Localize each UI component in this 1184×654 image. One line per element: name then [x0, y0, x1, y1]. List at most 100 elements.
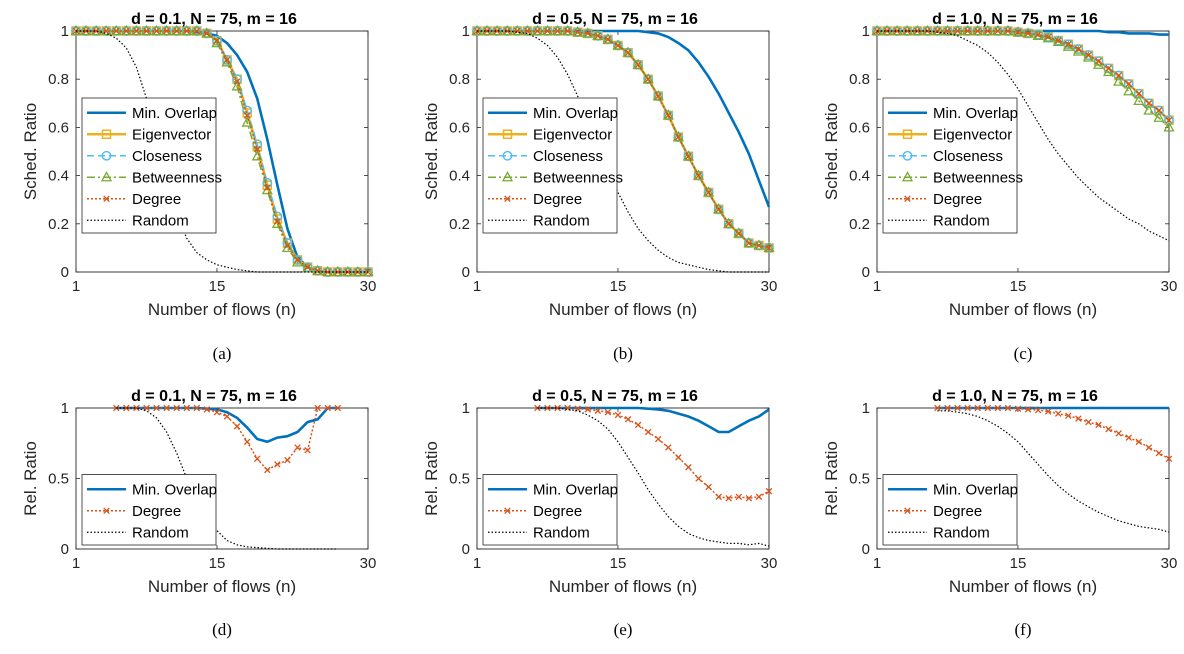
series-line — [877, 30, 1170, 121]
legend-box — [882, 97, 1018, 234]
y-tick-label: 0 — [862, 264, 870, 281]
data-point — [304, 447, 311, 454]
data-point — [1115, 72, 1122, 79]
legend: Min. Overlap Eigenvector Closeness Betweenn… — [482, 97, 623, 234]
legend-label: Degree — [933, 191, 982, 208]
legend-label: Closeness — [132, 148, 202, 165]
data-point — [233, 423, 241, 430]
series-degree — [873, 27, 1173, 124]
data-point — [911, 24, 923, 36]
data-point — [735, 493, 743, 501]
y-axis-label: Rel. Ratio — [422, 441, 441, 516]
data-point — [92, 27, 100, 35]
data-point — [203, 30, 211, 37]
series-random — [76, 30, 368, 273]
data-point — [1065, 412, 1072, 420]
legend-label: Min. Overlap — [132, 481, 217, 498]
data-point — [893, 27, 901, 35]
chart-title: d = 1.0, N = 75, m = 16 — [932, 388, 1098, 405]
legend-label: Eigenvector — [132, 126, 211, 143]
y-tick-label: 0.6 — [849, 119, 870, 136]
y-axis-label: Rel. Ratio — [822, 441, 841, 516]
legend-label: Closeness — [933, 148, 1003, 165]
data-point — [743, 236, 755, 248]
data-point — [193, 404, 201, 412]
data-point — [733, 227, 745, 238]
y-tick-label: 0.4 — [449, 168, 470, 185]
data-point — [1004, 27, 1012, 35]
data-point — [1073, 44, 1084, 54]
x-tick-label: 1 — [473, 555, 481, 572]
data-point — [294, 444, 301, 451]
data-point — [1153, 111, 1165, 122]
data-point — [1004, 404, 1012, 412]
data-point — [624, 49, 632, 56]
legend-label: Min. Overlap — [933, 105, 1018, 122]
data-point — [951, 24, 964, 36]
data-point — [113, 404, 120, 412]
y-tick-label: 0 — [61, 541, 69, 558]
data-point — [682, 150, 695, 161]
legend-label: Min. Overlap — [933, 481, 1018, 498]
data-point — [1113, 75, 1125, 86]
data-point — [251, 150, 263, 161]
legend-label: Random — [933, 212, 990, 229]
chart-panel-c: 0 0.2 0.4 0.6 0.8 1 1 15 30 d = 1.0, N = 75, m = … — [822, 11, 1177, 363]
data-point — [223, 413, 231, 420]
data-point — [534, 27, 541, 35]
data-point — [241, 116, 253, 127]
data-point — [232, 74, 243, 85]
legend-marker — [101, 150, 112, 161]
legend-label: Degree — [533, 191, 582, 208]
data-point — [695, 475, 702, 482]
x-tick-label: 15 — [610, 555, 627, 572]
data-point — [1163, 121, 1175, 132]
data-point — [1155, 107, 1163, 114]
data-point — [725, 494, 732, 502]
series-degree — [934, 404, 1173, 463]
data-point — [723, 217, 735, 228]
data-point — [173, 27, 180, 35]
data-point — [153, 27, 160, 35]
data-point — [312, 264, 324, 275]
data-point — [304, 263, 311, 271]
legend-label: Closeness — [533, 148, 603, 165]
legend-label: Eigenvector — [933, 126, 1012, 143]
legend-label: Random — [132, 212, 189, 229]
legend-marker — [103, 507, 110, 515]
legend-label: Min. Overlap — [533, 105, 618, 122]
data-point — [253, 455, 261, 463]
data-point — [1145, 100, 1153, 107]
data-point — [554, 404, 561, 412]
y-tick-label: 0.2 — [849, 216, 870, 233]
y-tick-label: 0.5 — [48, 471, 69, 488]
data-point — [1012, 26, 1024, 37]
data-point — [654, 92, 662, 100]
data-point — [231, 80, 243, 91]
data-point — [1125, 80, 1132, 88]
series-line — [937, 410, 1170, 533]
data-point — [715, 493, 722, 501]
data-point — [531, 24, 544, 36]
data-point — [183, 27, 191, 35]
data-point — [183, 404, 191, 412]
chart-title: d = 0.5, N = 75, m = 16 — [532, 388, 698, 405]
data-point — [483, 27, 491, 35]
data-point — [1044, 408, 1052, 415]
data-point — [934, 27, 941, 35]
data-point — [1024, 30, 1032, 37]
data-point — [695, 172, 702, 179]
data-point — [130, 24, 143, 36]
data-point — [213, 408, 221, 416]
data-point — [163, 404, 170, 412]
data-point — [1164, 115, 1174, 126]
data-point — [1014, 28, 1022, 36]
data-point — [284, 456, 291, 464]
data-point — [193, 27, 201, 35]
data-point — [1123, 85, 1135, 96]
data-point — [222, 55, 232, 65]
data-point — [964, 27, 971, 35]
data-point — [524, 27, 531, 35]
legend-box — [482, 97, 618, 234]
legend-label: Betweenness — [933, 169, 1023, 186]
